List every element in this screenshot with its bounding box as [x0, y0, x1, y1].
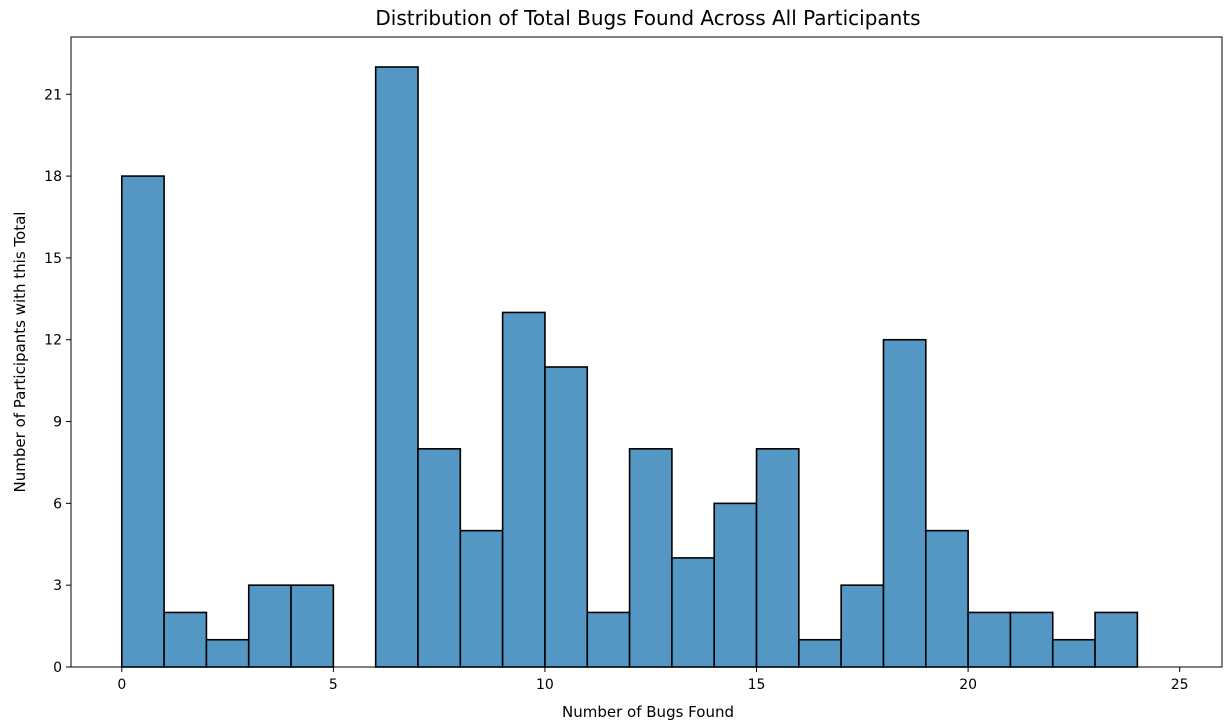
x-tick-label: 0: [117, 677, 126, 693]
histogram-bar-9: [501, 311, 546, 668]
x-tick-label: 20: [959, 677, 977, 693]
histogram-bar-1: [163, 611, 208, 668]
histogram-bar-23: [1094, 611, 1139, 668]
histogram-bar-8: [459, 529, 504, 668]
y-tick-label: 12: [44, 333, 62, 349]
histogram-bar-20: [967, 611, 1012, 668]
histogram-bar-16: [798, 638, 842, 668]
histogram-bar-3: [247, 584, 292, 668]
x-tick-label: 25: [1171, 677, 1189, 693]
y-tick-label: 6: [53, 496, 62, 512]
x-axis-label: Number of Bugs Found: [562, 703, 734, 721]
histogram-bar-6: [374, 66, 419, 668]
histogram-bar-13: [671, 557, 716, 668]
bars-layer: [120, 66, 1139, 668]
histogram-bar-2: [205, 638, 250, 668]
y-tick-label: 21: [44, 87, 62, 103]
y-tick-label: 9: [53, 415, 62, 431]
histogram-bar-15: [755, 448, 800, 668]
plot-frame: [70, 36, 1223, 668]
y-tick-label: 18: [44, 169, 62, 185]
histogram-bar-4: [290, 584, 335, 668]
x-tick-label: 5: [329, 677, 338, 693]
histogram-bar-14: [713, 502, 758, 668]
histogram-bar-19: [924, 529, 969, 668]
histogram-bar-21: [1009, 611, 1054, 668]
y-axis-label: Number of Participants with this Total: [11, 212, 29, 493]
histogram-bar-12: [628, 448, 673, 668]
histogram-bar-11: [586, 611, 631, 668]
y-tick-label: 0: [53, 660, 62, 676]
y-axis-ticks: 0 3 6 9 12 15 18 21: [44, 87, 71, 676]
histogram-bar-22: [1051, 638, 1096, 668]
histogram-bar-7: [417, 448, 462, 668]
histogram-bar-10: [544, 366, 589, 668]
x-axis-ticks: 0 5 10 15 20 25: [117, 667, 1189, 693]
x-tick-label: 10: [536, 677, 554, 693]
y-tick-label: 15: [44, 251, 62, 267]
x-tick-label: 15: [748, 677, 766, 693]
histogram-bar-17: [840, 584, 885, 668]
histogram-bar-0: [120, 175, 165, 668]
y-tick-label: 3: [53, 578, 62, 594]
chart-title: Distribution of Total Bugs Found Across …: [375, 6, 920, 30]
histogram-bar-18: [882, 338, 927, 668]
